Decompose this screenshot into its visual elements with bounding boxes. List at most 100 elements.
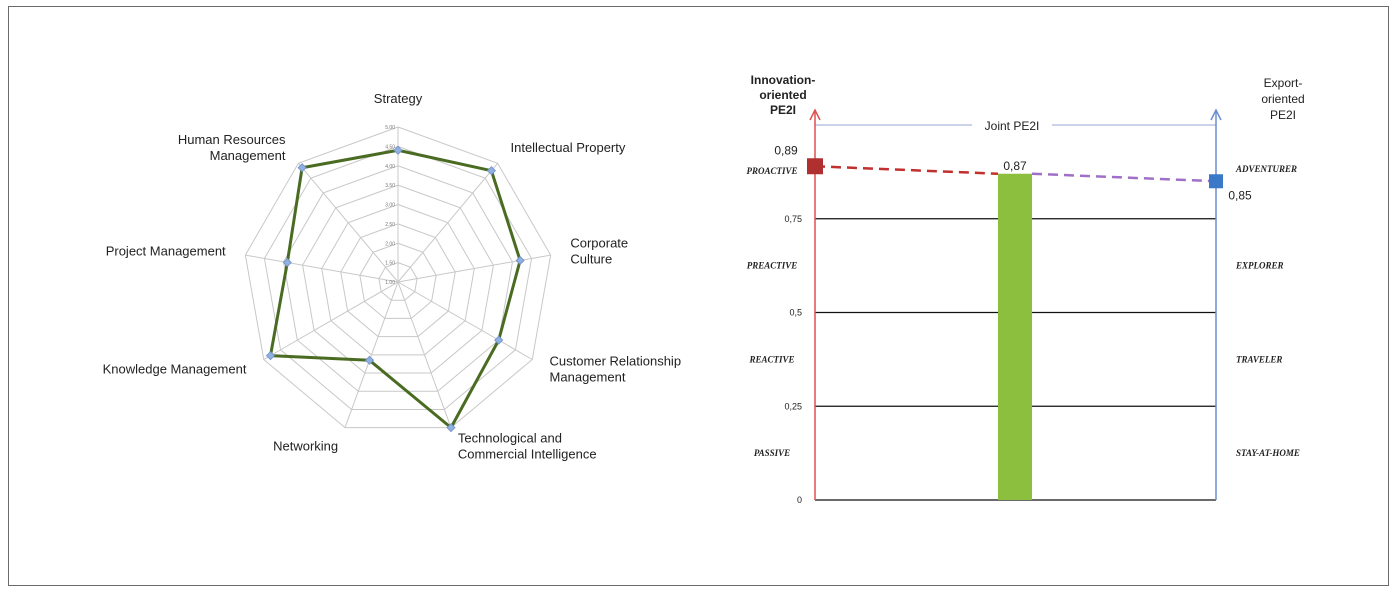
radar-series-line xyxy=(268,148,522,430)
pe2i-left-level-label: PROACTIVE xyxy=(746,166,797,176)
radar-category-line: Technological and xyxy=(458,430,562,445)
radar-markers xyxy=(265,145,525,433)
innovation-axis-title-line: oriented xyxy=(759,88,806,102)
radar-ring xyxy=(340,223,456,338)
radar-category-line: Project Management xyxy=(106,244,226,259)
radar-category-line: Management xyxy=(210,148,286,163)
export-axis-arrow xyxy=(1210,108,1222,121)
pe2i-right-level-label: STAY-AT-HOME xyxy=(1236,448,1300,458)
radar-point xyxy=(282,257,292,268)
pe2i-right-level-label: TRAVELER xyxy=(1236,354,1282,364)
pe2i-right-level-label: EXPLORER xyxy=(1235,261,1284,271)
radar-tick-label: 2.00 xyxy=(385,241,395,247)
innovation-dash-line xyxy=(814,165,999,175)
radar-category-line: Networking xyxy=(273,438,338,453)
innovation-axis-arrow xyxy=(809,108,821,121)
pe2i-points: 0,89 0,85 xyxy=(774,143,1252,202)
radar-spoke xyxy=(245,254,399,283)
radar-category-label: Project Management xyxy=(106,244,226,259)
radar-tick-label: 1.00 xyxy=(385,280,395,286)
export-value-label: 0,85 xyxy=(1228,188,1252,202)
radar-spoke xyxy=(397,162,499,283)
radar-category-line: Commercial Intelligence xyxy=(458,446,597,461)
radar-ring xyxy=(282,165,514,392)
export-axis-title: Export-oriented PE2I xyxy=(1261,76,1304,122)
radar-spoke xyxy=(397,281,533,360)
pe2i-y-tick-label: 0,25 xyxy=(784,401,802,411)
radar-ring xyxy=(263,145,533,410)
innovation-axis-title: Innovation-oriented PE2I xyxy=(751,73,816,117)
radar-tick-label: 3.00 xyxy=(385,203,395,209)
radar-ring xyxy=(321,203,475,356)
radar-category-label: Customer Relationship Management xyxy=(550,354,682,385)
radar-ring xyxy=(359,242,437,319)
pe2i-y-tick-label: 0,75 xyxy=(784,214,802,224)
radar-point xyxy=(515,255,525,266)
radar-category-label: Knowledge Management xyxy=(103,362,247,377)
radar-category-line: Culture xyxy=(570,252,612,267)
radar-point xyxy=(297,163,307,173)
radar-point xyxy=(486,166,496,176)
radar-category-line: Corporate xyxy=(570,236,628,251)
radar-category-label: Networking xyxy=(273,438,338,453)
radar-category-label: Strategy xyxy=(374,91,423,106)
radar-category-label: Intellectual Property xyxy=(510,140,625,155)
radar-chart: 1.00 1.50 2.00 2.50 3.00 3.50 4.00 4.50 5.00 Str… xyxy=(103,91,681,461)
pe2i-y-tick-label: 0 xyxy=(797,495,802,505)
pe2i-left-level-label: PASSIVE xyxy=(754,448,790,458)
pe2i-right-level-label: ADVENTURER xyxy=(1235,164,1297,174)
export-axis-title-line: PE2I xyxy=(1270,108,1296,122)
radar-point xyxy=(364,355,375,365)
radar-tick-label: 5.00 xyxy=(385,125,395,131)
radar-category-label: Human Resources Management xyxy=(178,132,286,163)
radar-category-line: Management xyxy=(550,370,626,385)
radar-point xyxy=(393,145,403,155)
radar-category-line: Customer Relationship xyxy=(550,354,682,369)
radar-spoke xyxy=(297,162,399,283)
radar-category-label: Technological and Commercial Intelligence xyxy=(458,430,597,461)
joint-pe2i-label: Joint PE2I xyxy=(985,119,1040,133)
joint-pe2i-value-label: 0,87 xyxy=(1003,159,1027,173)
radar-point xyxy=(446,423,456,433)
innovation-axis-title-line: Innovation- xyxy=(751,73,816,87)
radar-category-label: Corporate Culture xyxy=(570,236,628,267)
pe2i-left-level-label: REACTIVE xyxy=(748,354,794,364)
pe2i-left-levels: PROACTIVE PREACTIVE REACTIVE PASSIVE xyxy=(746,166,797,458)
radar-point xyxy=(494,335,504,345)
radar-spoke xyxy=(397,254,551,283)
radar-category-line: Strategy xyxy=(374,91,423,106)
radar-category-line: Knowledge Management xyxy=(103,362,247,377)
export-point xyxy=(1209,174,1223,189)
radar-ring xyxy=(244,126,552,429)
pe2i-left-level-label: PREACTIVE xyxy=(747,261,798,271)
radar-spoke xyxy=(397,281,452,428)
radar-category-line: Intellectual Property xyxy=(510,140,625,155)
radar-ring xyxy=(378,262,418,301)
pe2i-chart: 00,250,50,75 PROACTIVEPREACTIVEREACTIVEP… xyxy=(746,73,1304,505)
radar-ring xyxy=(302,184,494,374)
innovation-axis-title-line: PE2I xyxy=(770,103,796,117)
radar-tick-label: 4.00 xyxy=(385,164,395,170)
joint-pe2i-bar xyxy=(998,173,1032,500)
radar-tick-labels: 1.00 1.50 2.00 2.50 3.00 3.50 4.00 4.50 5.00 xyxy=(385,125,395,286)
export-dash-line xyxy=(1031,172,1217,183)
figure-frame xyxy=(8,6,1389,586)
pe2i-right-levels: ADVENTURER EXPLORER TRAVELER STAY-AT-HOME xyxy=(1235,164,1300,458)
joint-pe2i-group: 0,87 Joint PE2I xyxy=(985,119,1040,500)
innovation-point xyxy=(807,158,823,175)
radar-tick-label: 1.50 xyxy=(385,261,395,267)
pe2i-y-tick-label: 0,5 xyxy=(789,308,802,318)
radar-point xyxy=(265,351,276,361)
radar-category-line: Human Resources xyxy=(178,132,286,147)
export-axis-title-line: Export- xyxy=(1264,76,1303,90)
export-axis-title-line: oriented xyxy=(1261,92,1304,106)
pe2i-y-ticks: 0 0,25 0,5 0,75 xyxy=(784,214,802,505)
innovation-value-label: 0,89 xyxy=(774,143,798,157)
radar-tick-label: 2.50 xyxy=(385,222,395,228)
radar-spoke xyxy=(344,281,399,428)
radar-tick-label: 4.50 xyxy=(385,144,395,150)
radar-spoke xyxy=(263,281,399,360)
